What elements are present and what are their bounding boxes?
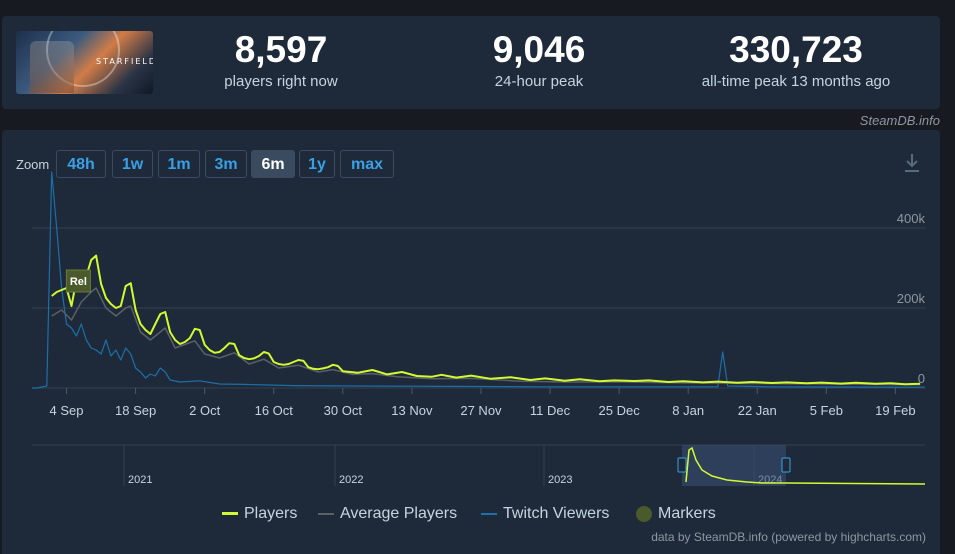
zoom-label: Zoom xyxy=(16,157,50,172)
stat-value: 330,723 xyxy=(729,29,863,70)
navigator-year-label: 2021 xyxy=(128,474,152,486)
x-tick-label: 16 Oct xyxy=(255,403,294,418)
chart-credit[interactable]: data by SteamDB.info (powered by highcha… xyxy=(651,530,926,544)
x-tick-label: 13 Nov xyxy=(391,403,433,418)
x-tick-label: 11 Dec xyxy=(530,403,571,418)
legend-markers-swatch xyxy=(636,505,652,522)
stat-value: 8,597 xyxy=(234,29,328,70)
stat-label: players right now xyxy=(224,73,338,90)
zoom-1w-button[interactable]: 1w xyxy=(112,150,153,178)
x-tick-label: 5 Feb xyxy=(810,403,843,418)
stat-value: 9,046 xyxy=(492,29,586,70)
x-tick-label: 30 Oct xyxy=(324,403,363,418)
legend-average-swatch xyxy=(318,512,334,515)
download-icon[interactable] xyxy=(902,152,922,174)
game-logo-text: STARFIELD xyxy=(96,57,153,66)
navigator-handle xyxy=(677,457,687,473)
stat-label: 24-hour peak xyxy=(494,73,584,90)
legend-markers[interactable]: Markers xyxy=(636,505,716,523)
x-tick-label: 22 Jan xyxy=(738,403,777,418)
stat-current-players: 8,597 players right now xyxy=(201,28,361,92)
x-tick-label: 4 Sep xyxy=(50,403,84,418)
legend-players[interactable]: Players xyxy=(222,505,297,523)
legend-twitch-swatch xyxy=(481,512,497,515)
zoom-3m-button[interactable]: 3m xyxy=(205,150,247,178)
legend-label: Average Players xyxy=(340,505,458,522)
banner-figures-art xyxy=(30,41,74,93)
y-tick-label: 0 xyxy=(918,371,925,386)
stat-24h-peak: 9,046 24-hour peak xyxy=(459,28,619,92)
legend-label: Twitch Viewers xyxy=(503,505,610,522)
zoom-48h-button[interactable]: 48h xyxy=(56,150,106,178)
x-tick-label: 18 Sep xyxy=(115,403,156,418)
x-tick-label: 27 Nov xyxy=(460,403,502,418)
series-line-average-players xyxy=(51,287,921,386)
legend-label: Players xyxy=(244,505,298,522)
x-tick-label: 8 Jan xyxy=(672,403,704,418)
y-tick-label: 400k xyxy=(897,211,926,226)
marker-label: Rel xyxy=(70,276,87,288)
legend-players-swatch xyxy=(222,512,238,516)
legend-average-players[interactable]: Average Players xyxy=(318,505,457,523)
x-tick-label: 2 Oct xyxy=(189,403,220,418)
chart-panel: 0 200k 400k 4 Sep 18 Sep 2 Oct 16 Oct 30 Oct 13 … xyxy=(2,130,940,554)
zoom-6m-button[interactable]: 6m xyxy=(251,150,295,178)
stat-label: all-time peak 13 months ago xyxy=(701,73,891,90)
player-chart: 0 200k 400k 4 Sep 18 Sep 2 Oct 16 Oct 30 Oct 13 … xyxy=(32,171,926,486)
legend-label: Markers xyxy=(658,505,716,522)
series-line-twitch-viewers xyxy=(32,171,926,389)
y-tick-label: 200k xyxy=(897,291,926,306)
legend-twitch-viewers[interactable]: Twitch Viewers xyxy=(481,505,609,523)
navigator-year-label: 2023 xyxy=(548,474,572,486)
zoom-1m-button[interactable]: 1m xyxy=(158,150,200,178)
series-line-players xyxy=(51,254,921,386)
navigator-selected-range xyxy=(682,445,786,486)
navigator-series-line xyxy=(685,446,926,485)
zoom-max-button[interactable]: max xyxy=(340,150,394,178)
stats-panel: STARFIELD 8,597 players right now 9,046 … xyxy=(2,16,940,109)
x-tick-label: 19 Feb xyxy=(875,403,915,418)
zoom-1y-button[interactable]: 1y xyxy=(299,150,335,178)
x-tick-label: 25 Dec xyxy=(599,403,641,418)
navigator-year-label: 2022 xyxy=(339,474,363,486)
marker-flag xyxy=(65,269,91,293)
navigator-handle xyxy=(781,457,791,473)
stat-all-time-peak: 330,723 all-time peak 13 months ago xyxy=(681,28,911,92)
game-banner-image[interactable]: STARFIELD xyxy=(16,31,153,94)
steamdb-credit[interactable]: SteamDB.info xyxy=(859,113,940,128)
